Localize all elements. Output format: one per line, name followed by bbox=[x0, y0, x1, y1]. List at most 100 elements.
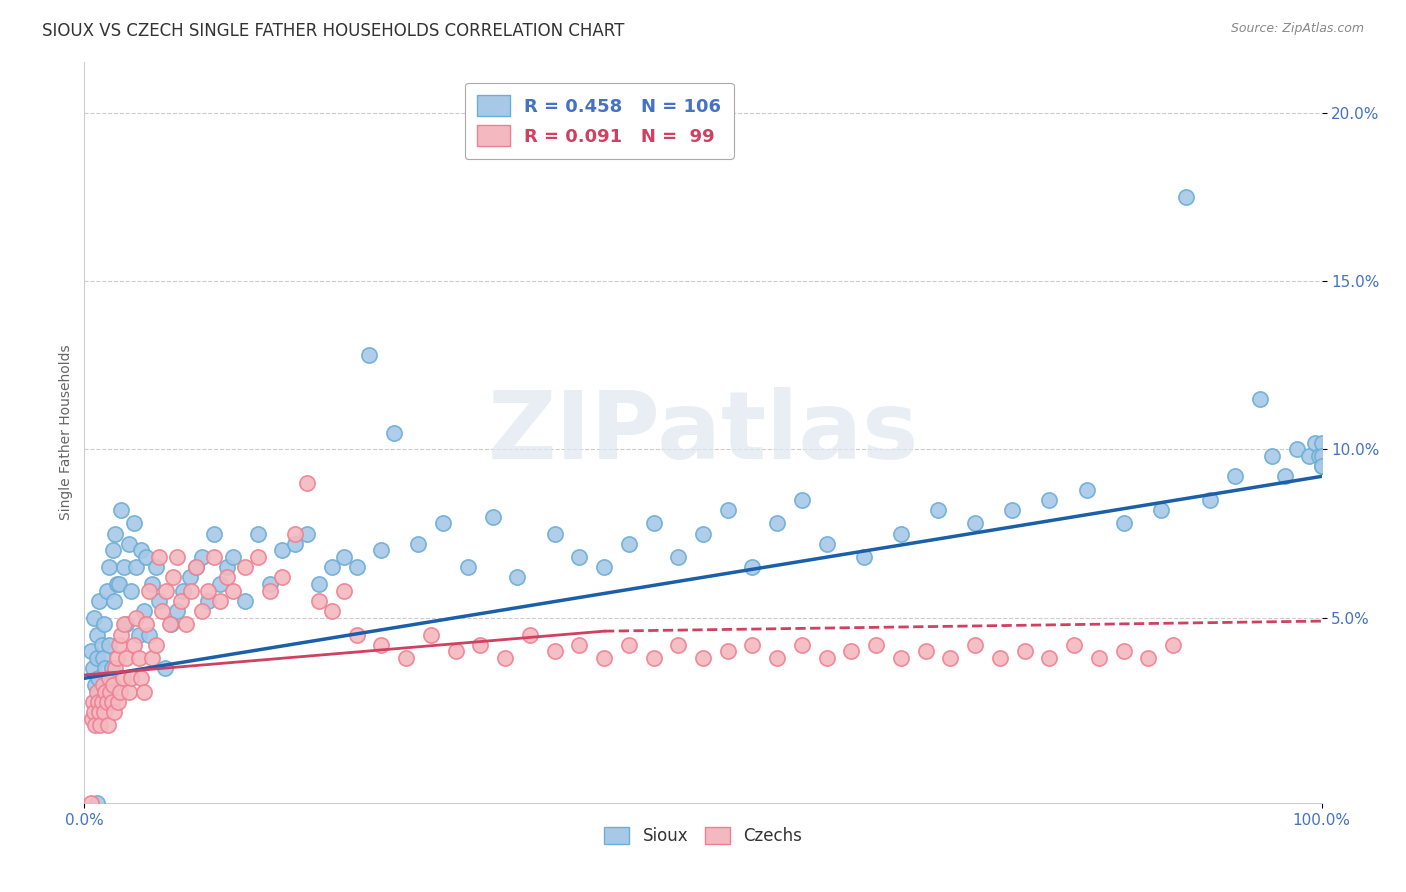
Point bbox=[308, 594, 330, 608]
Point bbox=[1310, 449, 1333, 463]
Point bbox=[259, 583, 281, 598]
Point bbox=[174, 617, 197, 632]
Point bbox=[1174, 190, 1197, 204]
Point bbox=[89, 594, 111, 608]
Point bbox=[132, 604, 155, 618]
Point bbox=[98, 678, 121, 692]
Point bbox=[1285, 442, 1308, 457]
Point bbox=[184, 560, 207, 574]
Point bbox=[111, 671, 134, 685]
Point bbox=[1150, 503, 1173, 517]
Point bbox=[96, 695, 118, 709]
Point bbox=[444, 644, 467, 658]
Point bbox=[120, 671, 142, 685]
Point bbox=[593, 651, 616, 665]
Point bbox=[1088, 651, 1111, 665]
Point bbox=[112, 560, 135, 574]
Point bbox=[815, 651, 838, 665]
Point bbox=[852, 550, 875, 565]
Point bbox=[284, 526, 307, 541]
Point bbox=[965, 638, 987, 652]
Point bbox=[295, 526, 318, 541]
Point bbox=[79, 796, 101, 810]
Point bbox=[104, 526, 127, 541]
Point bbox=[209, 577, 232, 591]
Point bbox=[1076, 483, 1098, 497]
Point bbox=[1310, 459, 1333, 474]
Point bbox=[159, 617, 181, 632]
Point bbox=[108, 638, 131, 652]
Point bbox=[98, 638, 121, 652]
Point bbox=[125, 560, 148, 574]
Point bbox=[617, 536, 640, 550]
Point bbox=[841, 644, 863, 658]
Point bbox=[1038, 651, 1060, 665]
Point bbox=[617, 638, 640, 652]
Point bbox=[110, 627, 132, 641]
Point bbox=[202, 526, 225, 541]
Legend: Sioux, Czechs: Sioux, Czechs bbox=[596, 819, 810, 854]
Point bbox=[865, 638, 887, 652]
Point bbox=[432, 516, 454, 531]
Point bbox=[1249, 392, 1271, 406]
Point bbox=[180, 583, 202, 598]
Point bbox=[346, 560, 368, 574]
Point bbox=[1001, 503, 1024, 517]
Point bbox=[145, 638, 167, 652]
Y-axis label: Single Father Households: Single Father Households bbox=[59, 345, 73, 520]
Point bbox=[86, 796, 108, 810]
Point bbox=[103, 705, 125, 719]
Point bbox=[160, 617, 183, 632]
Point bbox=[120, 583, 142, 598]
Point bbox=[84, 718, 107, 732]
Point bbox=[457, 560, 479, 574]
Point bbox=[927, 503, 949, 517]
Point bbox=[96, 583, 118, 598]
Point bbox=[87, 695, 110, 709]
Point bbox=[692, 526, 714, 541]
Point bbox=[98, 685, 121, 699]
Point bbox=[172, 583, 194, 598]
Point bbox=[666, 550, 689, 565]
Text: SIOUX VS CZECH SINGLE FATHER HOUSEHOLDS CORRELATION CHART: SIOUX VS CZECH SINGLE FATHER HOUSEHOLDS … bbox=[42, 22, 624, 40]
Point bbox=[125, 610, 148, 624]
Point bbox=[308, 577, 330, 591]
Point bbox=[91, 678, 114, 692]
Point bbox=[284, 536, 307, 550]
Point bbox=[150, 604, 173, 618]
Point bbox=[100, 661, 122, 675]
Point bbox=[94, 685, 117, 699]
Point bbox=[1261, 449, 1284, 463]
Point bbox=[1274, 469, 1296, 483]
Point bbox=[741, 638, 763, 652]
Point bbox=[89, 705, 111, 719]
Point bbox=[197, 583, 219, 598]
Point bbox=[1223, 469, 1246, 483]
Point bbox=[86, 685, 108, 699]
Point bbox=[110, 503, 132, 517]
Point bbox=[766, 651, 789, 665]
Point bbox=[101, 678, 124, 692]
Point bbox=[115, 617, 138, 632]
Point bbox=[1038, 492, 1060, 507]
Point bbox=[93, 705, 115, 719]
Point bbox=[246, 526, 269, 541]
Point bbox=[246, 550, 269, 565]
Point bbox=[543, 526, 565, 541]
Point bbox=[138, 583, 160, 598]
Point bbox=[83, 610, 105, 624]
Point bbox=[1112, 644, 1135, 658]
Point bbox=[128, 651, 150, 665]
Point bbox=[82, 695, 104, 709]
Point bbox=[141, 577, 163, 591]
Point bbox=[692, 651, 714, 665]
Point bbox=[166, 604, 188, 618]
Point bbox=[321, 560, 343, 574]
Point bbox=[135, 550, 157, 565]
Point bbox=[98, 560, 121, 574]
Point bbox=[162, 570, 184, 584]
Point bbox=[215, 570, 238, 584]
Point bbox=[382, 425, 405, 440]
Point bbox=[965, 516, 987, 531]
Point bbox=[1305, 435, 1327, 450]
